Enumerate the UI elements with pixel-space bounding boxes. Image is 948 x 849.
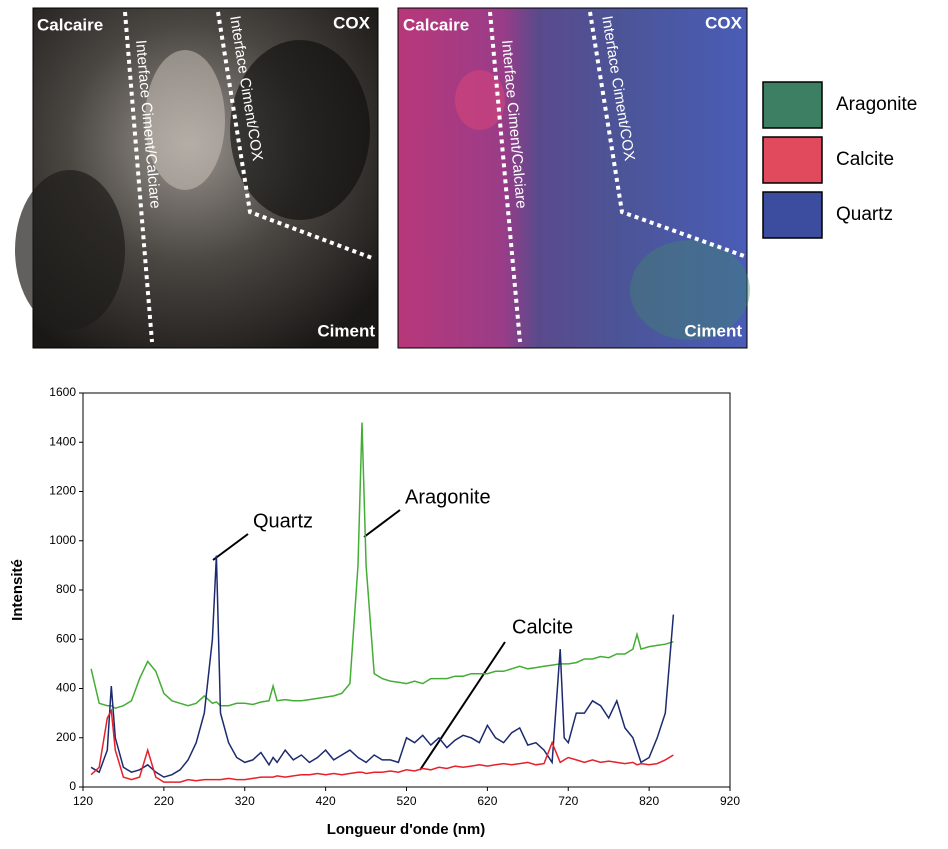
x-tick-label: 720: [558, 794, 578, 808]
x-tick-label: 920: [720, 794, 740, 808]
legend-label: Quartz: [836, 204, 893, 225]
y-tick-label: 400: [56, 681, 76, 695]
x-tick-label: 420: [316, 794, 336, 808]
image-label: Ciment: [317, 321, 375, 340]
x-tick-label: 520: [396, 794, 416, 808]
legend-label: Calcite: [836, 149, 894, 170]
annotation: Calcite: [512, 616, 573, 638]
image-panel: [397, 7, 748, 349]
image-label: Ciment: [684, 321, 742, 340]
interface-line: [123, 11, 154, 343]
y-tick-label: 600: [56, 631, 76, 645]
annotation: Quartz: [253, 510, 313, 532]
x-tick-label: 620: [477, 794, 497, 808]
interface-line: [216, 11, 373, 260]
x-tick-label: 120: [73, 794, 93, 808]
leader-line: [212, 533, 249, 561]
texture: [230, 40, 370, 220]
x-tick-label: 220: [154, 794, 174, 808]
texture: [455, 70, 505, 130]
y-tick-label: 1000: [49, 533, 76, 547]
y-tick-label: 200: [56, 730, 76, 744]
y-tick-label: 0: [69, 779, 76, 793]
series-line: [90, 708, 674, 783]
image-label: COX: [705, 13, 743, 32]
y-tick-label: 1200: [49, 484, 76, 498]
series-line: [90, 422, 674, 710]
legend-swatch: [762, 191, 823, 239]
leader-line: [363, 509, 401, 538]
image-label: Calcaire: [403, 15, 469, 34]
x-tick-label: 820: [639, 794, 659, 808]
y-tick-label: 1400: [49, 434, 76, 448]
plot-frame: [82, 392, 731, 788]
y-tick-label: 1600: [49, 385, 76, 399]
image-label: COX: [333, 13, 371, 32]
texture: [145, 50, 225, 190]
y-tick-label: 800: [56, 582, 76, 596]
legend-swatch: [762, 136, 823, 184]
x-tick-label: 320: [235, 794, 255, 808]
leader-line: [419, 641, 506, 771]
legend-swatch: [762, 81, 823, 129]
legend-label: Aragonite: [836, 94, 917, 115]
image-label: Calcaire: [37, 15, 103, 34]
series-line: [90, 555, 675, 778]
annotation: Aragonite: [405, 486, 491, 508]
interface-line: [588, 11, 745, 258]
texture: [630, 240, 750, 340]
x-axis-title: Longueur d'onde (nm): [327, 821, 486, 838]
texture: [15, 170, 125, 330]
y-axis-title: Intensité: [9, 559, 26, 621]
